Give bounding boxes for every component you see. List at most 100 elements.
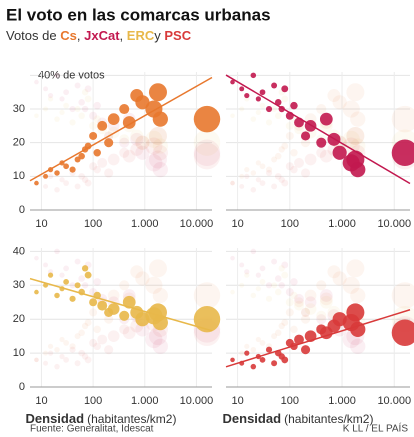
ghost-point (69, 343, 76, 350)
ghost-point (74, 258, 81, 265)
point (250, 363, 257, 370)
point (316, 137, 327, 148)
ghost-point (271, 333, 278, 340)
chart-title: El voto en las comarcas urbanas (6, 5, 271, 24)
ghost-point (294, 297, 304, 308)
y-tick-label: 0 (19, 204, 25, 216)
ghost-point (89, 308, 98, 317)
point (294, 117, 304, 128)
ghost-point (250, 116, 257, 122)
ghost-point (230, 180, 235, 186)
point (350, 161, 366, 178)
point (152, 314, 168, 331)
ghost-point (285, 298, 294, 307)
point (84, 142, 92, 150)
point (119, 103, 130, 115)
point (265, 105, 273, 113)
ghost-point (285, 162, 294, 171)
ghost-point (135, 135, 150, 150)
ghost-point (250, 346, 257, 353)
ghost-point (34, 79, 39, 85)
ghost-point (78, 329, 85, 337)
ghost-point (346, 83, 365, 102)
point (271, 360, 278, 367)
ghost-point (63, 340, 69, 346)
ghost-point (278, 322, 285, 330)
ghost-point (148, 126, 167, 145)
ghost-point (84, 85, 92, 93)
ghost-point (350, 338, 366, 354)
ghost-point (63, 102, 69, 109)
ghost-point (346, 259, 365, 278)
point (239, 360, 245, 366)
ghost-point (69, 119, 76, 126)
ghost-point (93, 278, 101, 286)
ghost-point (97, 334, 108, 345)
ghost-point (285, 288, 294, 297)
ghost-point (148, 150, 167, 169)
ghost-point (63, 265, 69, 272)
ghost-point (239, 262, 245, 268)
ghost-point (54, 116, 60, 122)
ghost-point (271, 156, 278, 163)
ghost-point (244, 343, 250, 349)
ghost-point (69, 346, 76, 353)
point (34, 180, 39, 186)
ghost-point (259, 163, 266, 170)
ghost-point (74, 106, 81, 113)
ghost-point (239, 173, 245, 179)
point (265, 346, 273, 353)
point (230, 357, 235, 363)
x-axis-label: Densidad (habitantes/km2) (26, 411, 177, 426)
ghost-point (104, 168, 114, 178)
point (319, 112, 333, 126)
ghost-point (152, 338, 168, 354)
ghost-point (74, 360, 81, 367)
ghost-point (239, 183, 245, 189)
ghost-point (274, 173, 282, 180)
point (255, 96, 261, 102)
ghost-point (59, 109, 65, 116)
point (300, 345, 311, 355)
ghost-point (316, 103, 327, 115)
x-tick-label: 100 (281, 395, 299, 407)
ghost-point (265, 295, 273, 302)
ghost-point (107, 153, 120, 166)
chart-subtitle: Votos de Cs, JxCat, ERCy PSC (6, 28, 192, 43)
ghost-point (43, 183, 49, 189)
ghost-point (230, 113, 235, 119)
x-tick-label: 100 (84, 395, 102, 407)
ghost-point (81, 282, 89, 289)
point (285, 111, 294, 120)
point (300, 131, 311, 141)
ghost-point (193, 282, 221, 309)
ghost-point (74, 333, 81, 340)
x-tick-label: 10.000 (377, 218, 411, 230)
point (391, 319, 414, 346)
ghost-point (342, 100, 360, 118)
point (255, 353, 261, 360)
ghost-point (59, 353, 65, 360)
ghost-point (145, 154, 163, 172)
ghost-point (239, 282, 245, 288)
ghost-point (255, 177, 261, 183)
ghost-point (319, 149, 333, 163)
ghost-point (316, 314, 327, 325)
ghost-point (63, 357, 69, 363)
point (89, 131, 98, 140)
point (78, 152, 85, 160)
ghost-point (255, 160, 261, 166)
ghost-point (152, 287, 168, 304)
x-tick-label: 1.000 (328, 218, 356, 230)
subtitle-separator: , (77, 28, 81, 43)
ghost-point (74, 82, 81, 89)
ghost-point (278, 146, 285, 153)
point (290, 101, 298, 110)
trend-line (29, 76, 213, 182)
ghost-point (54, 72, 60, 79)
ghost-point (332, 271, 347, 286)
point (93, 149, 101, 157)
y-tick-label: 10 (13, 170, 25, 182)
ghost-point (285, 308, 294, 317)
point (63, 279, 69, 285)
